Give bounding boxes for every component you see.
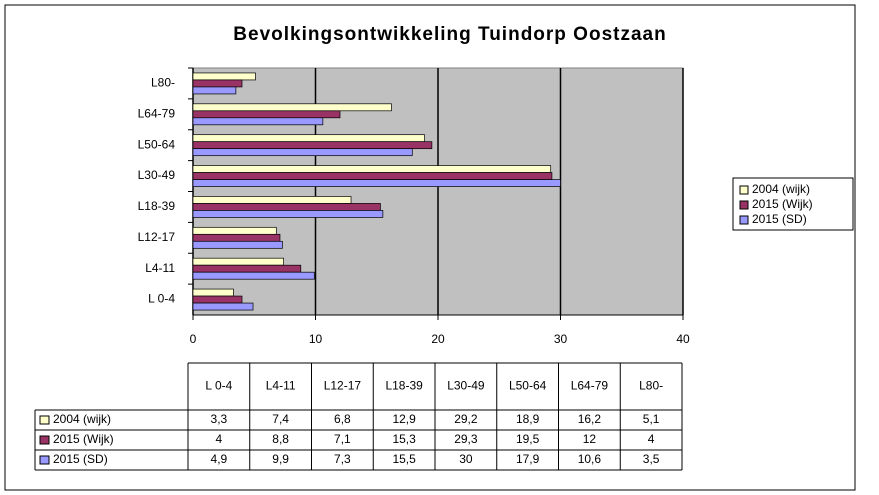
legend-swatch: [739, 200, 749, 210]
legend-label: 2004 (wijk): [752, 182, 810, 196]
bar: [192, 72, 256, 81]
bar: [192, 179, 561, 187]
x-tick-label: 20: [431, 332, 445, 346]
legend-label: 2015 (Wijk): [752, 197, 813, 211]
table-cell: 15,5: [392, 452, 416, 466]
bar: [192, 271, 315, 280]
legend-swatch: [739, 185, 749, 195]
bar: [192, 295, 243, 304]
table-swatch: [39, 415, 50, 425]
table-row-label: 2015 (SD): [53, 452, 108, 466]
table-header: L30-49: [447, 379, 485, 393]
bar: [192, 302, 254, 311]
bar: [192, 141, 433, 150]
table-swatch: [39, 455, 50, 465]
bar: [192, 79, 243, 88]
bar: [192, 257, 285, 266]
bar: [192, 148, 413, 157]
table-cell: 7,3: [334, 452, 351, 466]
table-header: L4-11: [266, 379, 296, 393]
bar: [192, 233, 281, 242]
bar: [192, 210, 384, 218]
y-tick-label: L4-11: [145, 261, 175, 275]
table-cell: 12,9: [392, 412, 416, 426]
table-header: L64-79: [571, 379, 609, 393]
table-cell: 16,2: [578, 412, 602, 426]
table-header: L 0-4: [205, 379, 232, 393]
table-header: L18-39: [385, 379, 423, 393]
table-cell: 8,8: [272, 432, 289, 446]
table-cell: 15,3: [392, 432, 416, 446]
table-cell: 29,3: [454, 432, 478, 446]
bar: [192, 196, 352, 204]
y-tick-label: L30-49: [138, 168, 176, 182]
y-tick-label: L12-17: [138, 230, 176, 244]
table-header: L80-: [639, 379, 663, 393]
table-row-label: 2004 (wijk): [53, 412, 111, 426]
table-header: L12-17: [324, 379, 362, 393]
table-cell: 29,2: [454, 412, 478, 426]
table-row-label: 2015 (Wijk): [53, 432, 114, 446]
bar: [192, 103, 392, 112]
table-header: L50-64: [509, 379, 547, 393]
bar: [192, 110, 341, 119]
y-tick-label: L 0-4: [148, 292, 175, 306]
bar: [192, 165, 552, 173]
bar: [192, 288, 234, 297]
y-tick-label: L18-39: [138, 199, 176, 213]
table-cell: 3,3: [211, 412, 228, 426]
legend: [732, 177, 854, 231]
bar: [192, 117, 324, 126]
x-tick-label: 30: [554, 332, 568, 346]
chart-title: Bevolkingsontwikkeling Tuindorp Oostzaan: [233, 24, 666, 45]
bar: [192, 226, 277, 235]
table-swatch: [39, 435, 50, 445]
y-tick-label: L50-64: [138, 137, 176, 151]
table-cell: 10,6: [578, 452, 602, 466]
table-cell: 4,9: [211, 452, 228, 466]
table-cell: 19,5: [516, 432, 540, 446]
table-cell: 3,5: [643, 452, 660, 466]
bar: [192, 264, 302, 273]
table-cell: 18,9: [516, 412, 540, 426]
table-cell: 7,4: [272, 412, 289, 426]
table-cell: 17,9: [516, 452, 540, 466]
y-tick-label: L64-79: [138, 106, 176, 120]
x-tick-label: 0: [190, 332, 197, 346]
table-cell: 7,1: [334, 432, 351, 446]
x-tick-label: 10: [309, 332, 323, 346]
table-cell: 9,9: [272, 452, 289, 466]
table-cell: 6,8: [334, 412, 351, 426]
table-cell: 4: [216, 432, 223, 446]
y-tick-label: L80-: [151, 76, 175, 90]
bar: [192, 203, 381, 211]
table-cell: 12: [583, 432, 597, 446]
legend-label: 2015 (SD): [752, 212, 807, 226]
bar: [192, 240, 283, 249]
bar: [192, 172, 553, 180]
legend-swatch: [739, 215, 749, 225]
x-tick-label: 40: [676, 332, 690, 346]
table-cell: 5,1: [643, 412, 660, 426]
table-cell: 4: [648, 432, 655, 446]
table-cell: 30: [459, 452, 473, 466]
bar: [192, 86, 237, 95]
bar: [192, 134, 425, 143]
